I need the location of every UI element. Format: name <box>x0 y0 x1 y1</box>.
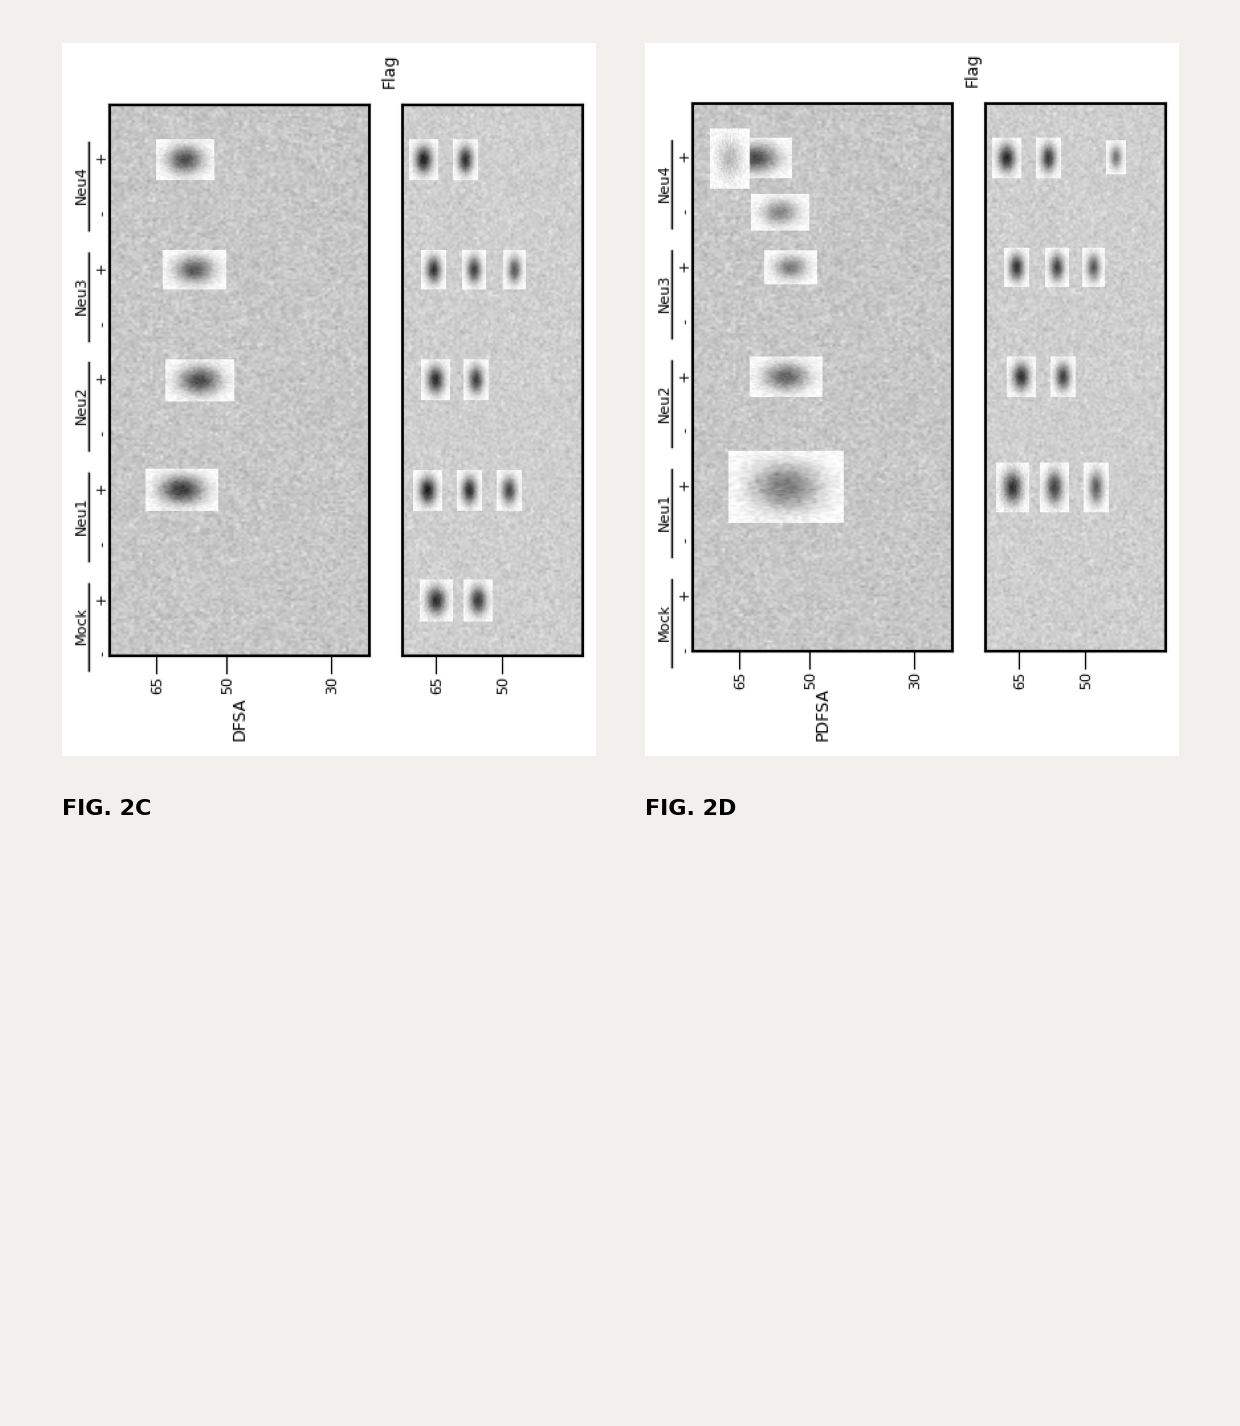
Text: FIG. 2C: FIG. 2C <box>62 799 151 819</box>
Text: FIG. 2D: FIG. 2D <box>645 799 737 819</box>
